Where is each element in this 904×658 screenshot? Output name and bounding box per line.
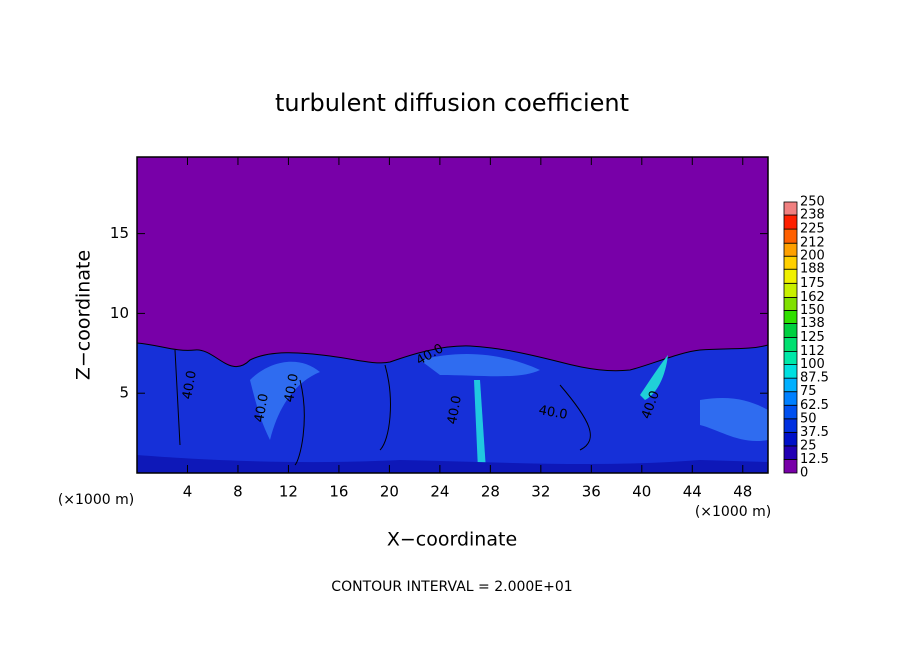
field-blob bbox=[640, 355, 668, 400]
field-blob bbox=[137, 455, 768, 473]
x-unit-label: (×1000 m) bbox=[695, 504, 771, 520]
colorbar-label: 100 bbox=[800, 357, 825, 372]
colorbar-swatch bbox=[783, 228, 798, 244]
colorbar-label: 62.5 bbox=[800, 398, 829, 413]
field-blob bbox=[420, 354, 540, 377]
x-tick-label: 32 bbox=[531, 483, 550, 501]
y-tick-label: 5 bbox=[119, 384, 129, 402]
colorbar-swatch bbox=[783, 364, 798, 379]
colorbar-swatch bbox=[783, 445, 798, 460]
colorbar-label: 75 bbox=[800, 384, 817, 399]
colorbar-label: 37.5 bbox=[800, 425, 829, 440]
colorbar-label: 212 bbox=[800, 236, 825, 251]
plot-area bbox=[136, 156, 769, 474]
colorbar-label: 112 bbox=[800, 344, 825, 359]
colorbar-swatch bbox=[783, 255, 798, 270]
colorbar-label: 250 bbox=[800, 195, 825, 210]
contour-label: 40.0 bbox=[180, 369, 200, 400]
colorbar-swatch bbox=[783, 323, 798, 338]
colorbar-swatch bbox=[783, 214, 798, 230]
colorbar-swatch bbox=[783, 351, 798, 366]
plot-frame bbox=[136, 156, 769, 474]
colorbar-label: 138 bbox=[800, 316, 825, 331]
colorbar-swatch bbox=[783, 418, 798, 433]
colorbar-label: 238 bbox=[800, 208, 825, 223]
contour-label: 40.0 bbox=[252, 392, 272, 423]
footer-note: CONTOUR INTERVAL = 2.000E+01 bbox=[331, 579, 572, 595]
field-blob bbox=[474, 380, 486, 470]
x-tick-label: 8 bbox=[233, 483, 243, 501]
colorbar-swatch bbox=[783, 459, 798, 474]
x-tick-label: 48 bbox=[733, 483, 752, 501]
x-tick-label: 20 bbox=[380, 483, 399, 501]
x-tick-label: 16 bbox=[329, 483, 348, 501]
colorbar-swatch bbox=[783, 242, 798, 257]
colorbar-swatch bbox=[783, 201, 798, 216]
colorbar-label: 150 bbox=[800, 303, 825, 318]
colorbar-swatch bbox=[783, 309, 798, 324]
colorbar-label: 188 bbox=[800, 262, 825, 277]
chart-title: turbulent diffusion coefficient bbox=[275, 89, 629, 117]
colorbar-label: 0 bbox=[800, 466, 808, 481]
colorbar-label: 12.5 bbox=[800, 452, 829, 467]
colorbar-swatch bbox=[783, 282, 798, 298]
x-tick-label: 4 bbox=[183, 483, 193, 501]
colorbar-swatch bbox=[783, 296, 798, 311]
colorbar-swatch bbox=[783, 404, 798, 420]
y-tick-label: 15 bbox=[110, 224, 129, 242]
colorbar-label: 200 bbox=[800, 249, 825, 264]
contour-label: 40.0 bbox=[445, 394, 465, 425]
contour-label: 40.0 bbox=[282, 372, 302, 403]
x-tick-label: 44 bbox=[683, 483, 702, 501]
x-unit-label: (×1000 m) bbox=[58, 492, 134, 508]
colorbar-label: 50 bbox=[800, 411, 817, 426]
colorbar-label: 25 bbox=[800, 438, 817, 453]
colorbar-swatch bbox=[783, 391, 798, 406]
x-tick-label: 40 bbox=[632, 483, 651, 501]
contour-label: 40.0 bbox=[537, 403, 568, 423]
colorbar-label: 87.5 bbox=[800, 371, 829, 386]
x-tick-label: 36 bbox=[582, 483, 601, 501]
colorbar-label: 162 bbox=[800, 290, 825, 305]
colorbar-swatch bbox=[783, 431, 798, 447]
y-axis-label: Z−coordinate bbox=[73, 250, 95, 380]
x-tick-label: 24 bbox=[430, 483, 449, 501]
field-blob bbox=[250, 361, 320, 440]
colorbar-swatch bbox=[783, 337, 798, 352]
colorbar-label: 225 bbox=[800, 222, 825, 237]
y-tick-label: 10 bbox=[110, 304, 129, 322]
x-axis-label: X−coordinate bbox=[387, 529, 517, 551]
field-blob bbox=[700, 398, 768, 442]
colorbar-swatch bbox=[783, 377, 798, 393]
colorbar-swatch bbox=[783, 268, 798, 284]
x-tick-label: 28 bbox=[481, 483, 500, 501]
contour-line bbox=[174, 349, 591, 466]
x-tick-label: 12 bbox=[279, 483, 298, 501]
colorbar-label: 175 bbox=[800, 276, 825, 291]
colorbar-label: 125 bbox=[800, 330, 825, 345]
